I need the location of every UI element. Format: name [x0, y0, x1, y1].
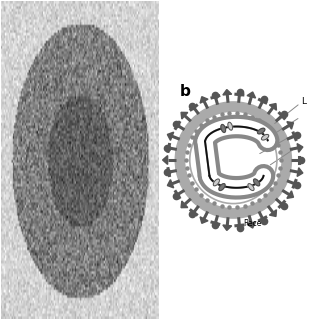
Ellipse shape: [221, 124, 226, 132]
Polygon shape: [287, 191, 293, 198]
Polygon shape: [181, 201, 188, 208]
Polygon shape: [223, 90, 232, 95]
Polygon shape: [297, 168, 303, 176]
Polygon shape: [181, 112, 188, 119]
Polygon shape: [247, 222, 256, 228]
Ellipse shape: [258, 128, 265, 134]
Polygon shape: [287, 122, 293, 129]
Text: Rece: Rece: [243, 219, 261, 228]
Circle shape: [175, 102, 292, 218]
Polygon shape: [269, 210, 276, 216]
Text: L: L: [301, 97, 307, 106]
Ellipse shape: [261, 134, 269, 140]
Polygon shape: [167, 180, 174, 188]
Ellipse shape: [253, 179, 260, 186]
Polygon shape: [297, 144, 303, 152]
Ellipse shape: [248, 184, 254, 190]
Ellipse shape: [219, 184, 225, 190]
Text: b: b: [180, 84, 190, 99]
Polygon shape: [163, 156, 168, 164]
Polygon shape: [167, 132, 174, 140]
Circle shape: [186, 113, 281, 207]
Polygon shape: [200, 97, 208, 103]
Ellipse shape: [228, 122, 233, 130]
Polygon shape: [269, 104, 276, 110]
Polygon shape: [200, 217, 208, 223]
Polygon shape: [223, 225, 232, 230]
Ellipse shape: [213, 179, 220, 186]
Polygon shape: [247, 92, 256, 98]
